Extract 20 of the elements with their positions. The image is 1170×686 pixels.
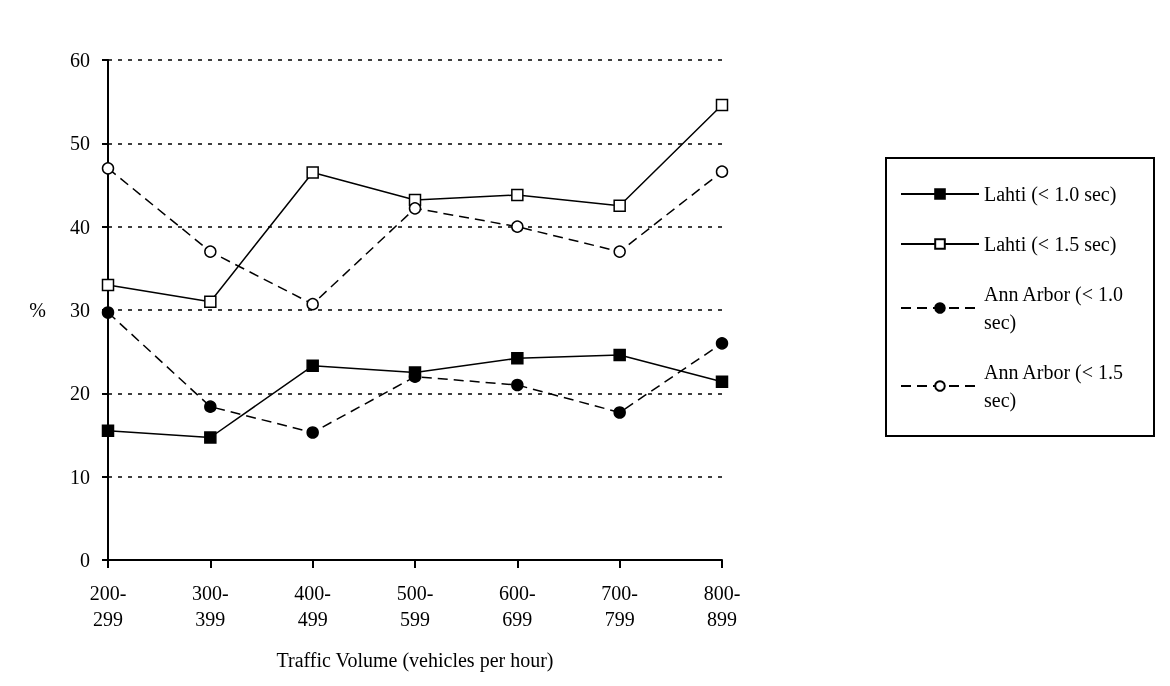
y-tick-label: 50 bbox=[70, 132, 90, 155]
x-tick-label: 300-399 bbox=[192, 582, 229, 630]
x-axis-title: Traffic Volume (vehicles per hour) bbox=[276, 649, 554, 672]
y-tick-label: 30 bbox=[70, 299, 90, 321]
y-tick-label: 60 bbox=[70, 49, 90, 71]
y-axis-title: % bbox=[29, 299, 46, 321]
y-tick-label: 20 bbox=[70, 382, 90, 405]
x-tick-label: 600-699 bbox=[499, 582, 536, 630]
legend-label: Ann Arbor (< 1.0 sec) bbox=[984, 283, 1129, 334]
legend-label: Lahti (< 1.0 sec) bbox=[984, 183, 1117, 206]
x-tick-label: 200-299 bbox=[89, 582, 127, 630]
y-tick-label: 10 bbox=[70, 465, 90, 488]
legend-label: Lahti (< 1.5 sec) bbox=[984, 233, 1117, 256]
x-tick-label: 700-799 bbox=[601, 582, 638, 630]
x-tick-label: 500-599 bbox=[396, 582, 434, 630]
y-tick-label: 0 bbox=[80, 549, 90, 571]
y-tick-label: 40 bbox=[70, 215, 90, 238]
legend-label: Ann Arbor (< 1.5 sec) bbox=[984, 361, 1129, 412]
x-tick-label: 800-899 bbox=[703, 582, 741, 630]
x-tick-label: 400-499 bbox=[294, 582, 331, 630]
